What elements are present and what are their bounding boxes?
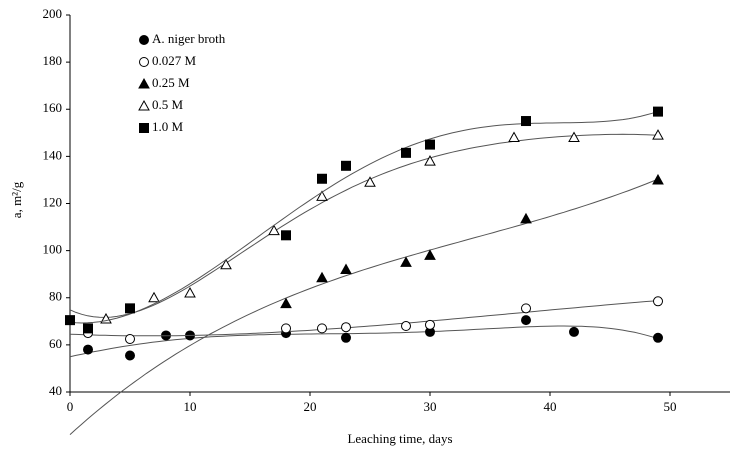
point <box>317 173 327 184</box>
y-tick-label: 120 <box>43 194 63 209</box>
point <box>424 155 436 166</box>
point <box>220 258 232 270</box>
point <box>364 176 376 187</box>
x-tick-label: 30 <box>424 399 437 414</box>
point <box>425 319 435 330</box>
y-tick-label: 160 <box>43 100 63 115</box>
trend-line <box>69 300 659 337</box>
y-axis-label: a, m²/g <box>9 181 24 218</box>
point <box>653 332 663 343</box>
legend-marker <box>138 99 150 111</box>
point <box>316 190 328 201</box>
y-tick-label: 180 <box>43 53 63 68</box>
x-axis-label: Leaching time, days <box>347 431 452 446</box>
y-tick-label: 60 <box>49 336 62 351</box>
point <box>316 271 328 283</box>
y-tick-label: 40 <box>49 383 62 398</box>
point <box>652 173 664 185</box>
point <box>340 263 352 274</box>
point <box>653 296 663 307</box>
point <box>281 230 291 241</box>
point <box>65 315 75 326</box>
point <box>652 129 664 140</box>
point <box>268 224 280 236</box>
legend-marker <box>139 123 149 133</box>
point <box>341 322 351 333</box>
point <box>401 147 411 158</box>
point <box>521 315 531 326</box>
x-tick-label: 0 <box>67 399 74 414</box>
point <box>508 131 520 143</box>
legend-label: 1.0 M <box>152 119 184 134</box>
point <box>125 333 135 344</box>
point <box>401 321 411 332</box>
legend-marker <box>139 57 149 67</box>
y-tick-label: 140 <box>43 147 63 162</box>
legend-label: A. niger broth <box>152 31 226 46</box>
legend-marker <box>138 77 150 89</box>
point <box>83 323 93 334</box>
y-tick-label: 80 <box>49 289 62 304</box>
point <box>281 323 291 334</box>
point <box>520 212 532 224</box>
point <box>653 106 663 117</box>
point <box>317 323 327 334</box>
point <box>425 139 435 150</box>
trend-line <box>69 110 659 324</box>
point <box>521 303 531 314</box>
x-tick-label: 50 <box>664 399 677 414</box>
point <box>424 249 436 260</box>
point <box>521 116 531 127</box>
point <box>341 332 351 343</box>
legend-marker <box>139 35 149 45</box>
trend-line <box>69 325 659 358</box>
x-tick-label: 20 <box>304 399 317 414</box>
legend-label: 0.027 M <box>152 53 197 68</box>
y-tick-label: 100 <box>43 242 63 257</box>
y-tick-label: 200 <box>43 6 63 21</box>
point <box>568 131 580 143</box>
legend-label: 0.5 M <box>152 97 184 112</box>
point <box>83 344 93 355</box>
x-tick-label: 40 <box>544 399 557 414</box>
point <box>341 160 351 171</box>
legend-label: 0.25 M <box>152 75 190 90</box>
trend-line <box>69 133 659 318</box>
point <box>280 297 292 309</box>
point <box>184 287 196 298</box>
point <box>125 350 135 361</box>
point <box>125 303 135 314</box>
point <box>148 291 160 303</box>
point <box>400 256 412 267</box>
x-tick-label: 10 <box>184 399 197 414</box>
point <box>569 326 579 337</box>
trend-line <box>69 178 659 435</box>
